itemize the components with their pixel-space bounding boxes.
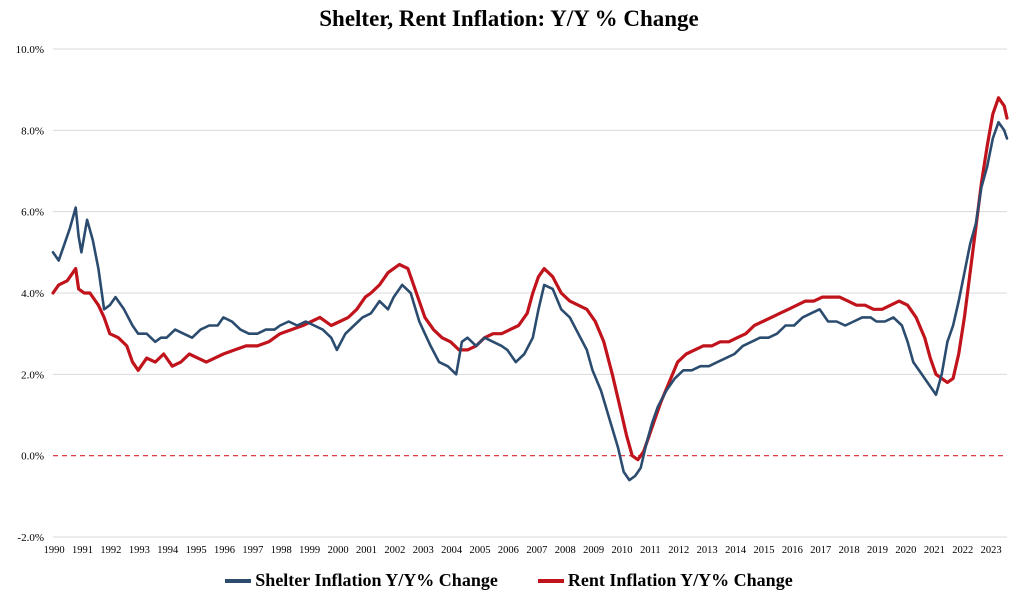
x-tick-label: 1997 — [242, 545, 263, 556]
x-tick-label: 2005 — [470, 545, 491, 556]
series-line-shelter — [51, 120, 1009, 482]
x-tick-label: 1993 — [129, 545, 150, 556]
legend-label-rent: Rent Inflation Y/Y% Change — [567, 570, 793, 590]
x-tick-label: 2016 — [782, 545, 803, 556]
chart-title: Shelter, Rent Inflation: Y/Y % Change — [319, 6, 699, 31]
y-tick-label: -2.0% — [17, 532, 44, 544]
x-tick-label: 2008 — [555, 545, 576, 556]
legend-label-shelter: Shelter Inflation Y/Y% Change — [255, 570, 498, 590]
x-tick-label: 2007 — [526, 545, 547, 556]
legend-swatch-rent — [537, 578, 564, 583]
x-tick-label: 2022 — [952, 545, 973, 556]
x-tick-label: 2019 — [867, 545, 888, 556]
x-tick-label: 2004 — [441, 545, 463, 556]
legend-item-shelter: Shelter Inflation Y/Y% Change — [225, 570, 498, 591]
x-tick-label: 2015 — [753, 545, 774, 556]
x-tick-label: 2011 — [640, 545, 661, 556]
x-tick-label: 2003 — [413, 545, 434, 556]
x-tick-label: 2014 — [725, 545, 747, 556]
y-tick-label: 8.0% — [21, 125, 44, 137]
y-tick-label: 0.0% — [21, 451, 44, 463]
legend-item-rent: Rent Inflation Y/Y% Change — [537, 570, 793, 591]
x-tick-label: 2001 — [356, 545, 377, 556]
x-tick-label: 2013 — [697, 545, 718, 556]
x-tick-label: 1992 — [100, 545, 121, 556]
x-tick-label: 2010 — [611, 545, 632, 556]
y-tick-label: 4.0% — [21, 288, 44, 300]
x-tick-label: 1998 — [271, 545, 292, 556]
x-tick-label: 1990 — [44, 545, 65, 556]
x-tick-label: 2009 — [583, 545, 604, 556]
x-tick-label: 2018 — [839, 545, 860, 556]
x-tick-label: 1996 — [214, 545, 235, 556]
x-tick-label: 2020 — [895, 545, 916, 556]
x-tick-label: 1999 — [299, 545, 320, 556]
x-tick-label: 1994 — [157, 545, 179, 556]
legend: Shelter Inflation Y/Y% Change Rent Infla… — [0, 570, 1018, 591]
x-tick-label: 2002 — [384, 545, 405, 556]
x-tick-label: 1995 — [186, 545, 207, 556]
series-lines — [51, 96, 1009, 482]
x-tick-label: 1991 — [72, 545, 93, 556]
x-tick-label: 2012 — [668, 545, 689, 556]
x-tick-label: 2006 — [498, 545, 519, 556]
x-tick-label: 2017 — [810, 545, 831, 556]
y-tick-label: 2.0% — [21, 369, 44, 381]
y-tick-label: 6.0% — [21, 207, 44, 219]
legend-swatch-shelter — [225, 578, 252, 583]
x-axis-tick-labels: 1990 1991 1992 1993 1994 1995 1996 1997 1998 1999… — [44, 545, 1002, 556]
y-tick-label: 10.0% — [16, 44, 44, 56]
y-axis-tick-labels: 10.0% 8.0% 6.0% 4.0% 2.0% 0.0% -2.0% — [16, 44, 44, 544]
gridlines — [53, 48, 1007, 538]
x-tick-label: 2023 — [981, 545, 1002, 556]
x-tick-label: 2000 — [328, 545, 349, 556]
x-tick-label: 2021 — [924, 545, 945, 556]
series-line-rent — [51, 96, 1009, 462]
